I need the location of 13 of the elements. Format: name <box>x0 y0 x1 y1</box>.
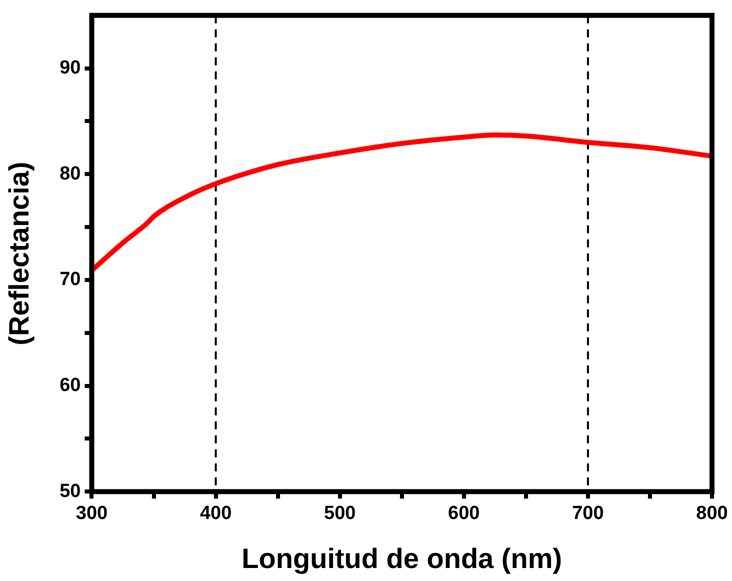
y-tick-label: 60 <box>60 375 81 396</box>
x-tick-label: 600 <box>448 503 480 524</box>
y-tick-label: 90 <box>60 58 81 79</box>
x-tick-label: 500 <box>324 503 356 524</box>
y-tick-label: 80 <box>60 163 81 184</box>
y-axis-title: (Reflectancia) <box>4 162 35 346</box>
x-tick-label: 800 <box>696 503 728 524</box>
x-tick-label: 300 <box>76 503 108 524</box>
x-axis-title: Longuitud de onda (nm) <box>242 542 562 574</box>
x-tick-label: 700 <box>572 503 604 524</box>
x-tick-label: 400 <box>200 503 232 524</box>
y-tick-label: 70 <box>60 269 81 290</box>
y-tick-label: 50 <box>60 480 81 502</box>
